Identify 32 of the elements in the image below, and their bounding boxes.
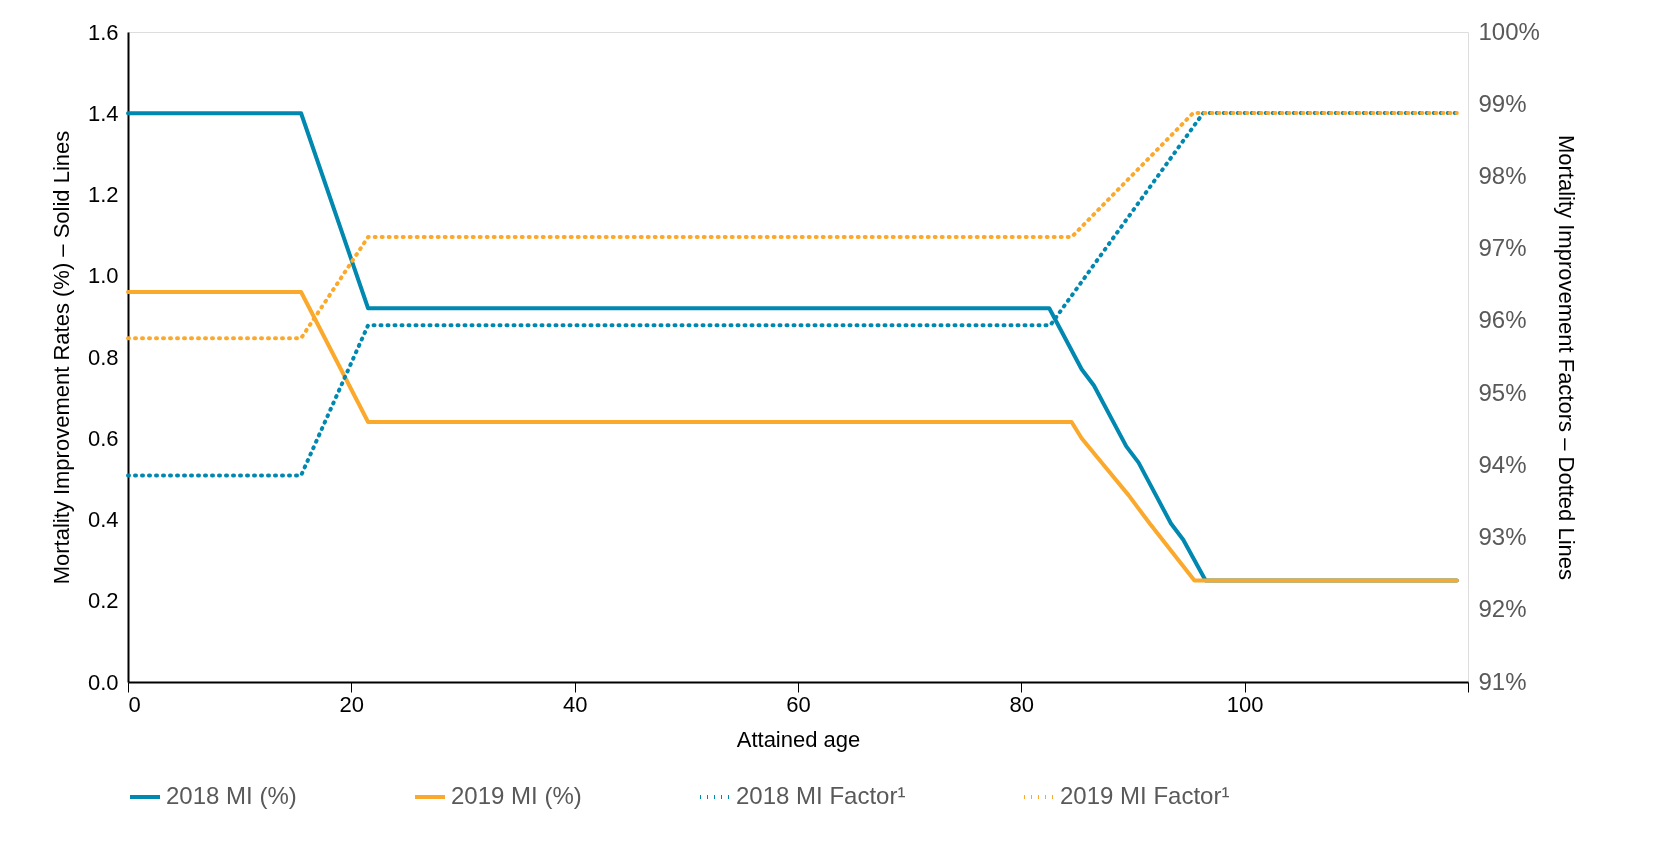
y-axis-title: Mortality Improvement Rates (%) – Solid Lines <box>48 130 74 585</box>
y2-tick-label: 97% <box>1478 234 1527 262</box>
x-tick-label: 0 <box>128 691 141 717</box>
y2-tick-label: 93% <box>1478 523 1527 551</box>
y-tick-label: 1.4 <box>87 100 119 126</box>
y-tick-label: 1.2 <box>87 182 119 207</box>
x-tick-label: 60 <box>786 691 811 717</box>
y2-tick-label: 100% <box>1478 17 1540 45</box>
y2-tick-label: 95% <box>1478 378 1527 406</box>
y-tick-label: 0.6 <box>87 425 119 451</box>
y-tick-label: 1.6 <box>87 19 119 45</box>
x-tick-label: 100 <box>1226 691 1264 717</box>
x-axis-title: Attained age <box>736 726 861 752</box>
y2-axis-title: Mortality Improvement Factors – Dotted Lines <box>1553 134 1579 581</box>
x-tick-label: 40 <box>562 691 588 717</box>
x-tick-label: 80 <box>1009 691 1035 717</box>
y2-tick-label: 96% <box>1478 306 1527 334</box>
y2-tick-label: 94% <box>1478 450 1527 478</box>
y-tick-label: 0.4 <box>87 507 119 532</box>
y-tick-label: 1.0 <box>87 263 119 289</box>
legend-label: 2019 MI Factor¹ <box>1060 782 1230 809</box>
legend-label: 2018 MI (%) <box>166 782 297 809</box>
y2-tick-label: 98% <box>1478 161 1527 189</box>
legend-label: 2019 MI (%) <box>451 782 582 809</box>
y-tick-label: 0.8 <box>87 344 119 370</box>
y2-tick-label: 92% <box>1478 595 1527 623</box>
y-tick-label: 0.0 <box>87 669 119 695</box>
y2-tick-label: 91% <box>1478 667 1527 695</box>
legend-label: 2018 MI Factor¹ <box>736 782 906 809</box>
y-tick-label: 0.2 <box>87 588 119 614</box>
x-tick-label: 20 <box>339 691 365 717</box>
y2-tick-label: 99% <box>1478 89 1527 117</box>
